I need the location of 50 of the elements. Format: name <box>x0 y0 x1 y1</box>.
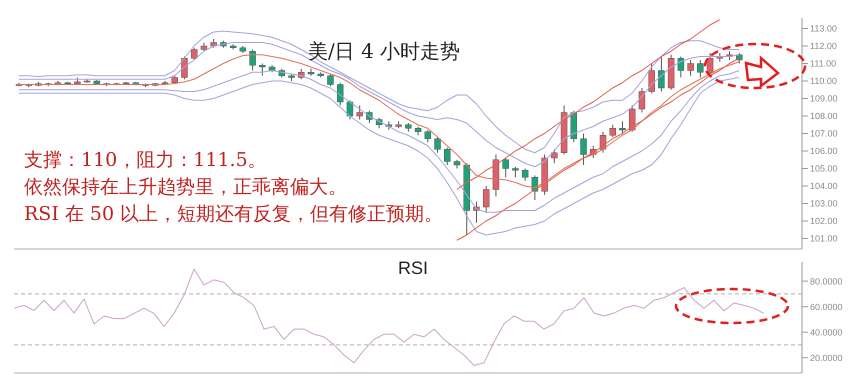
candlestick <box>580 133 587 166</box>
candlestick <box>619 120 626 134</box>
annotation: 依然保持在上升趋势里，正乖离偏大。 <box>24 175 347 199</box>
annotation: 支撑：110，阻力：111.5。 <box>24 148 267 172</box>
y-tick-label: 103.00 <box>810 198 838 209</box>
y-tick-label: 110.00 <box>810 76 837 86</box>
y-tick-label: 102.00 <box>810 216 838 226</box>
y-tick-label: 108.00 <box>810 111 838 122</box>
candlestick <box>327 74 334 87</box>
candlestick <box>356 105 363 120</box>
candlestick <box>424 130 432 143</box>
annotation: RSI 在 50 以上，短期还有反复，但有修正预期。 <box>24 202 444 226</box>
y-tick-label: 111.00 <box>810 58 836 69</box>
y-tick-label: 113.00 <box>810 24 837 34</box>
candlestick <box>181 56 188 80</box>
candlestick <box>658 56 665 92</box>
y-tick-label: 105.00 <box>810 164 838 174</box>
y-tick-label: 107.00 <box>810 128 838 139</box>
y-tick-label: 104.00 <box>810 181 838 192</box>
candlestick <box>551 148 558 164</box>
y-tick-label: 112.00 <box>810 41 837 52</box>
candlestick <box>434 136 441 154</box>
candlestick <box>502 158 509 178</box>
candlestick <box>259 63 266 76</box>
candlestick <box>609 124 616 138</box>
line-series <box>18 77 740 236</box>
y-tick-label: 20.0000 <box>810 352 843 363</box>
candlestick <box>687 60 694 76</box>
candlestick <box>190 47 198 60</box>
candlestick <box>628 105 636 132</box>
text: 美/日 4 小时走势 <box>308 38 460 65</box>
candlestick <box>638 88 646 113</box>
candlestick <box>249 49 256 71</box>
y-tick-label: 109.00 <box>810 94 838 104</box>
candlestick <box>482 186 490 213</box>
y-tick-label: 80.0000 <box>810 276 843 286</box>
candlestick <box>678 56 684 78</box>
candlestick <box>346 100 354 120</box>
candlestick <box>648 63 655 94</box>
y-tick-label: 40.0000 <box>810 327 843 338</box>
y-tick-label: 101.00 <box>810 234 838 244</box>
candlestick <box>512 166 519 178</box>
candlestick <box>706 52 714 74</box>
y-tick-label: 60.0000 <box>810 302 843 312</box>
candlestick <box>697 60 704 78</box>
candlestick <box>522 168 528 182</box>
y-tick-label: 106.00 <box>810 146 838 156</box>
candlestick <box>336 82 344 106</box>
chart-title: RSI <box>398 258 428 279</box>
candlestick <box>444 147 451 166</box>
